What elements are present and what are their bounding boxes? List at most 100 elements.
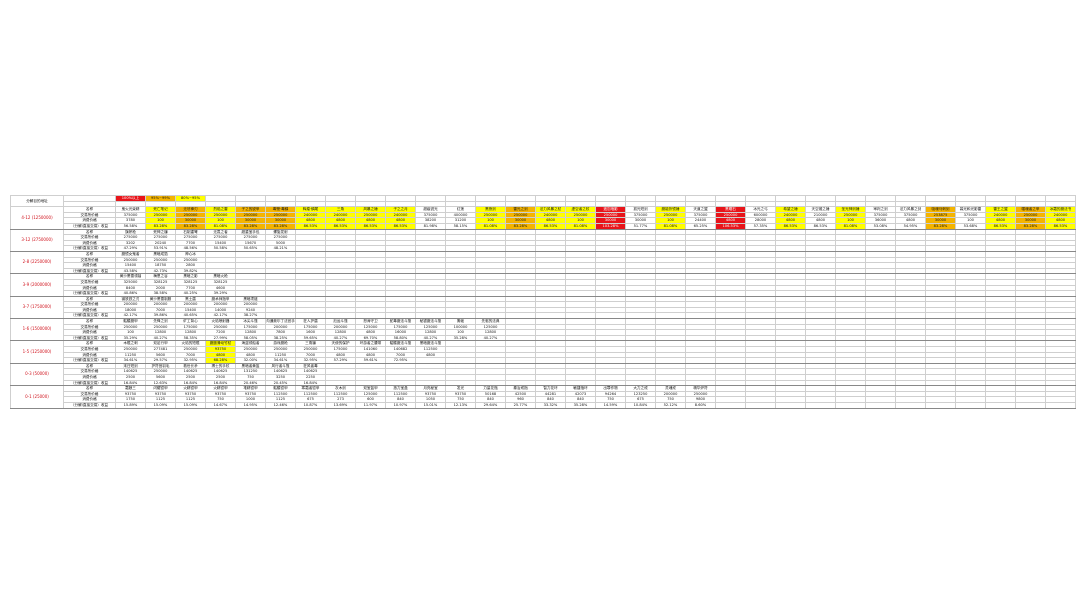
cell[interactable] <box>1045 351 1076 359</box>
item-name-cell[interactable]: 法力风暴之剑 <box>895 206 926 213</box>
yield-cell[interactable]: 10.87% <box>295 402 326 409</box>
table-row: （分解/直接交易）收益 16.84% 12.63% 16.84% 16.84% 20.46… <box>11 379 1076 387</box>
cell[interactable] <box>1045 379 1076 387</box>
cell[interactable] <box>835 402 866 409</box>
yield-cell[interactable]: 11.97% <box>355 402 386 409</box>
yield-cell[interactable]: 15.09% <box>175 402 206 409</box>
yield-cell[interactable]: 29.64% <box>475 402 506 409</box>
item-name-cell[interactable]: 秘银魔法斗篷 <box>415 318 446 325</box>
yield-cell[interactable]: 14.95% <box>235 402 266 409</box>
cell[interactable] <box>745 402 776 409</box>
group-label: 0-3 (50000) <box>10 362 64 387</box>
row-label: （分解/直接交易）收益 <box>63 290 116 297</box>
item-name-cell[interactable]: 魔魔滑动竹杖 <box>205 340 236 347</box>
cell[interactable] <box>1045 374 1076 381</box>
yield-cell[interactable]: 25.77% <box>505 402 536 409</box>
cell[interactable] <box>775 402 806 409</box>
table-row: 交易所价格 140625 250000 140625 140625 131250 14062… <box>11 368 1076 375</box>
row-label: （分解/直接交易）收益 <box>63 334 116 342</box>
yield-cell[interactable]: 12.46% <box>265 402 296 409</box>
table-row: 交易所价格 93750 93750 93750 93750 93750 112500 1125… <box>11 390 1076 398</box>
yield-cell[interactable]: 14.59% <box>595 402 626 409</box>
item-name-cell[interactable]: 法力风暴之杖 <box>535 206 566 213</box>
cell[interactable] <box>1045 385 1076 392</box>
table-row: 4-12 (1250000) 名称 鬼火光束精 死亡笔记 无尽锋刃 烈焰之雷 子之的锐甲 毒蟹… <box>10 206 1076 230</box>
cell[interactable] <box>1045 323 1076 331</box>
cell[interactable] <box>1045 357 1076 364</box>
group-label: 3-7 (1750000) <box>10 295 64 320</box>
yield-cell[interactable]: 15.89% <box>115 402 146 409</box>
yield-cell[interactable]: 14.67% <box>205 402 236 409</box>
group-label: 2-8 (2250000) <box>10 250 64 275</box>
cell[interactable] <box>1045 362 1076 370</box>
cell[interactable] <box>1045 390 1076 398</box>
table-row: （分解/直接交易）收益 34.61% 29.57% 32.95% 68.28% 32.00… <box>11 357 1076 364</box>
table-row: 1-5 (1250000) 名称 木棍之刺 双足行甲 火焰的短棍 魔魔滑动竹杖 海盗领船者游… <box>10 340 1076 364</box>
item-name-cell[interactable]: 暮光和光影雷 <box>955 206 986 213</box>
cell[interactable] <box>1045 256 1076 264</box>
table-row: 3-7 (1750000) 名称 钢铁铁之刃 黄沙黑雪制服 黑土盾 魔术师指甲 黑暗项链 <box>10 295 1076 320</box>
cell[interactable] <box>1045 273 1076 280</box>
table-row: 交易所价格 325000 328125 328125 328125 <box>11 278 1076 286</box>
cell[interactable] <box>1045 396 1076 403</box>
cell[interactable] <box>1045 329 1076 336</box>
cell[interactable] <box>1045 262 1076 269</box>
yield-cell[interactable]: 33.32% <box>535 402 566 409</box>
cell[interactable] <box>1045 250 1076 258</box>
cell[interactable] <box>1045 346 1076 353</box>
cell[interactable] <box>895 402 926 409</box>
table-row: 消费价格 8400 2000 7700 4600 <box>11 284 1076 292</box>
table-row: 交易所价格 250000 250000 250000 <box>11 256 1076 264</box>
cell[interactable] <box>985 402 1016 409</box>
item-name-cell[interactable]: 黄沙黑雪领袖 <box>115 273 146 280</box>
table-row: （分解/直接交易）收益 42.17% 39.86% 40.65% 42.17% 38.27… <box>11 312 1076 320</box>
cell[interactable] <box>865 402 896 409</box>
cell[interactable] <box>1045 295 1076 303</box>
item-name-cell[interactable]: 黄沙黑雪制服 <box>145 295 176 303</box>
row-label: （分解/直接交易）收益 <box>63 379 116 387</box>
yield-cell[interactable]: 15.01% <box>415 402 446 409</box>
yield-cell[interactable]: 13.69% <box>325 402 356 409</box>
group-label: 1-6 (1500000) <box>10 318 64 342</box>
cell[interactable] <box>1045 290 1076 297</box>
cell[interactable] <box>1045 340 1076 347</box>
yield-cell[interactable]: 10.84% <box>625 402 656 409</box>
cell[interactable] <box>715 402 746 409</box>
item-name-cell[interactable]: 黑暗魔法斗篷 <box>415 340 446 347</box>
yield-cell[interactable]: 35.28% <box>565 402 596 409</box>
corner-label: 分解目的地址 <box>10 194 64 208</box>
yield-cell[interactable]: 12.13% <box>445 402 476 409</box>
item-name-cell[interactable]: 骷髅魔法斗篷 <box>385 340 416 347</box>
table-row: 消费价格 11250 5600 7000 4800 4800 11250 7000 4800 48… <box>11 351 1076 359</box>
table-row: 消费价格 100 12800 12800 7200 12800 7800 1600 12800 4… <box>11 329 1076 336</box>
cell[interactable] <box>1045 284 1076 292</box>
table-row: 0-1 (25000) 名称 霜娘三 闪耀铠甲 火精铠甲 火精铠甲 堆精铠甲 骷髅铠甲 寒霜者铠… <box>10 385 1076 409</box>
cell[interactable] <box>1045 278 1076 286</box>
table-row: 交易所价格 200000 200000 200000 200000 200000 <box>11 301 1076 308</box>
yield-cell[interactable]: 8.60% <box>685 402 716 409</box>
yield-cell[interactable]: 52.12% <box>655 402 686 409</box>
cell[interactable] <box>1045 301 1076 308</box>
cell[interactable] <box>1045 334 1076 342</box>
item-name-cell[interactable]: 环游者之腰带 <box>355 340 386 347</box>
cell[interactable] <box>1045 267 1076 275</box>
cell[interactable] <box>1045 306 1076 314</box>
item-name-cell[interactable]: 冰霜的魔法书 <box>1045 206 1076 213</box>
table-row: 消费价格 1750 1125 1125 750 1000 1125 675 273 600 840 1… <box>11 396 1076 403</box>
yield-cell[interactable]: 10.97% <box>385 402 416 409</box>
cell[interactable] <box>1045 318 1076 325</box>
cell[interactable] <box>1015 402 1046 409</box>
row-label: （分解/直接交易）收益 <box>63 312 116 320</box>
table-row: （分解/直接交易）收益 47.29% 53.91% 48.56% 50.58% 50.65… <box>11 245 1076 252</box>
cell[interactable] <box>1045 368 1076 375</box>
yield-cell[interactable]: 15.09% <box>145 402 176 409</box>
group-label: 1-5 (1250000) <box>10 340 64 364</box>
cell[interactable] <box>805 402 836 409</box>
group-label: 0-1 (25000) <box>10 385 64 409</box>
item-name-cell[interactable]: 蛇毒魔法斗篷 <box>385 318 416 325</box>
item-name-cell[interactable]: 沟通奥尔丁法官手 <box>265 318 296 325</box>
cell[interactable] <box>955 402 986 409</box>
cell[interactable] <box>925 402 956 409</box>
cell[interactable] <box>1045 402 1076 409</box>
cell[interactable] <box>1045 312 1076 320</box>
